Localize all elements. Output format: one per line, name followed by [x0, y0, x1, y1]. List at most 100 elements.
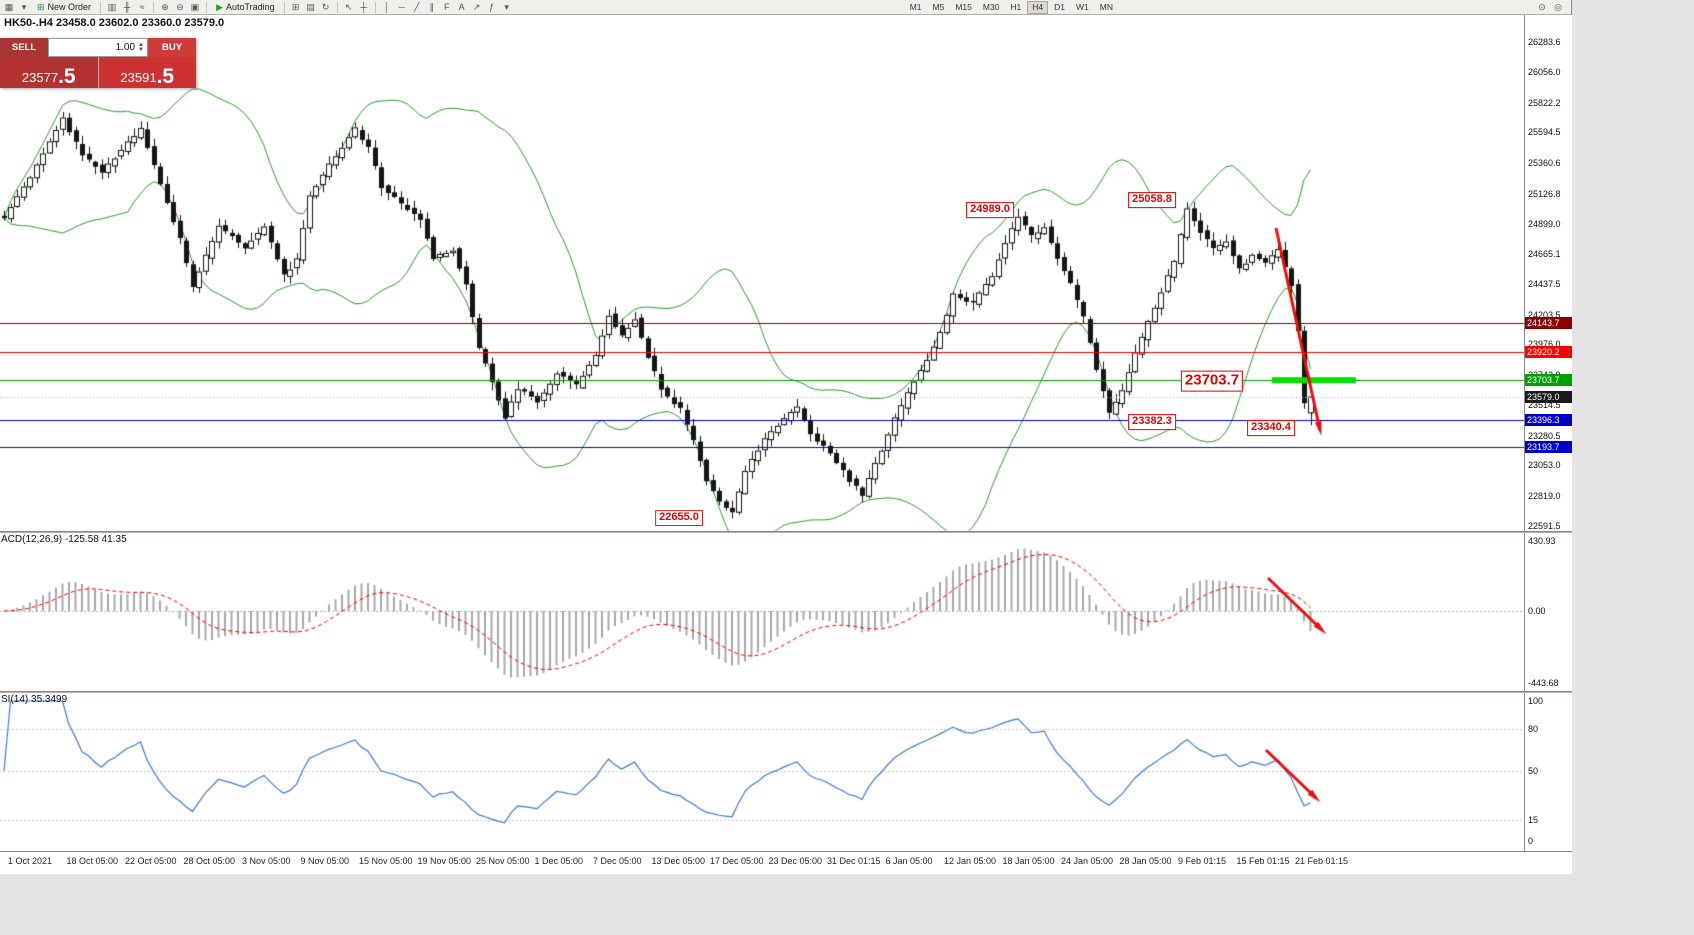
rsi-axis-label: 80: [1528, 724, 1539, 734]
price-callout[interactable]: 22655.0: [655, 510, 703, 526]
rsi-canvas[interactable]: [0, 693, 1524, 851]
buy-button[interactable]: BUY: [148, 38, 196, 57]
toolbar-separator: [374, 1, 376, 13]
rsi-axis-label: 50: [1528, 766, 1539, 776]
time-axis-label: 28 Oct 05:00: [183, 856, 236, 866]
timeframe-button-m15[interactable]: M15: [950, 1, 977, 14]
help-icon[interactable]: ◎: [1554, 1, 1562, 12]
timeframe-button-h4[interactable]: H4: [1027, 0, 1049, 14]
price-callout[interactable]: 23703.7: [1180, 370, 1244, 392]
vertical-line-icon[interactable]: │: [383, 1, 390, 12]
arrows-icon[interactable]: ↗: [472, 1, 481, 12]
macd-pane[interactable]: ACD(12,26,9) -125.58 41.35: [0, 533, 1524, 691]
sell-price-frac: .5: [58, 65, 76, 88]
sell-price[interactable]: 23577.5: [0, 57, 99, 88]
time-axis-label: 1 Oct 2021: [8, 856, 53, 866]
zoom-out-icon[interactable]: ⊖: [176, 1, 184, 12]
refresh-icon[interactable]: ↻: [321, 1, 330, 12]
price-axis-label: 26056.0: [1528, 66, 1561, 77]
price-axis-label: 23514.5: [1528, 399, 1561, 410]
macd-axis[interactable]: 430.93 0.00 -443.68: [1524, 533, 1572, 691]
time-axis-label: 18 Oct 05:00: [66, 856, 119, 866]
charts-grid-icon[interactable]: ▦: [4, 1, 14, 12]
background-area: [1573, 0, 1694, 935]
search-icon[interactable]: ⊙: [1538, 1, 1546, 12]
pane-separator[interactable]: [0, 691, 1572, 693]
zoom-in-icon[interactable]: ⊕: [161, 1, 169, 12]
toolbar-right-group: ⊙ ◎: [1535, 1, 1569, 14]
time-axis-label: 12 Jan 05:00: [944, 856, 997, 866]
horizontal-line-icon[interactable]: ─: [398, 1, 405, 12]
price-axis-label: 24437.5: [1528, 279, 1561, 289]
time-axis-label: 25 Nov 05:00: [476, 856, 530, 866]
one-click-trading-panel: SELL 1.00 ▲ ▼ BUY 23577.5 2: [0, 38, 196, 88]
channel-icon[interactable]: ∥: [429, 1, 434, 12]
volume-down-icon[interactable]: ▼: [138, 46, 144, 53]
time-axis-label: 15 Nov 05:00: [359, 856, 413, 866]
timeframe-button-w1[interactable]: W1: [1071, 1, 1094, 14]
bar-chart-icon[interactable]: ▥: [107, 1, 117, 12]
current-price-tag: 23579.0: [1525, 390, 1572, 403]
price-line-tag[interactable]: 23920.2: [1525, 345, 1572, 358]
timeframe-button-m1[interactable]: M1: [905, 1, 927, 14]
toolbar-separator: [153, 1, 155, 13]
timeframe-button-m5[interactable]: M5: [928, 1, 950, 14]
charts-dropdown-icon[interactable]: ▾: [21, 1, 27, 12]
price-callout[interactable]: 24989.0: [966, 202, 1014, 218]
buy-price[interactable]: 23591.5: [98, 57, 196, 88]
price-axis[interactable]: 26283.6 26056.0 25822.2 25594.5 25360.6 25126…: [1524, 15, 1572, 531]
volume-stepper[interactable]: 1.00 ▲ ▼: [48, 38, 148, 57]
time-axis-label: 7 Dec 05:00: [593, 856, 642, 866]
price-line-tag[interactable]: 23703.7: [1525, 374, 1572, 387]
cursor-icon[interactable]: ↖: [344, 1, 353, 12]
price-axis-label: 24203.5: [1528, 309, 1561, 320]
new-chart-icon[interactable]: ⊞: [291, 1, 300, 12]
pane-separator[interactable]: [0, 531, 1572, 533]
volume-up-icon[interactable]: ▲: [138, 41, 144, 48]
price-line-tag[interactable]: 24143.7: [1525, 316, 1572, 329]
time-axis-label: 6 Jan 05:00: [885, 856, 933, 866]
price-axis-label: 22819.0: [1528, 491, 1561, 502]
macd-canvas[interactable]: [0, 533, 1524, 691]
time-axis-label: 23 Dec 05:00: [768, 856, 823, 866]
timeframe-toolbar: M1 M5 M15 M30 H1 H4 D1 W1 MN: [905, 0, 1118, 14]
time-axis-label: 19 Nov 05:00: [417, 856, 472, 866]
price-chart-canvas[interactable]: [0, 15, 1524, 531]
crosshair-icon[interactable]: ┼: [360, 1, 367, 12]
rsi-axis[interactable]: 100 80 50 15 0: [1524, 693, 1572, 851]
autotrading-button[interactable]: ▶ AutoTrading: [211, 1, 280, 14]
volume-value[interactable]: 1.00: [115, 42, 136, 53]
time-axis[interactable]: 1 Oct 2021 18 Oct 05:00 22 Oct 05:00 28 Oct…: [0, 851, 1572, 874]
time-axis-label: 31 Dec 01:15: [827, 856, 881, 866]
candlestick-chart-icon[interactable]: ╫: [123, 1, 131, 12]
price-callout[interactable]: 23340.4: [1247, 420, 1295, 436]
tile-windows-icon[interactable]: ▣: [190, 1, 200, 12]
price-chart-pane[interactable]: HK50-.H4 23458.0 23602.0 23360.0 23579.0…: [0, 15, 1524, 531]
price-axis-label: 24665.1: [1528, 249, 1561, 260]
price-line-tag[interactable]: 23193.7: [1525, 441, 1572, 454]
timeframe-button-d1[interactable]: D1: [1049, 1, 1070, 14]
sell-button[interactable]: SELL: [0, 38, 48, 57]
text-icon[interactable]: A: [458, 1, 465, 12]
timeframe-button-h1[interactable]: H1: [1005, 1, 1026, 14]
trendline-icon[interactable]: ╱: [413, 1, 420, 12]
fibonacci-icon[interactable]: F: [443, 1, 450, 12]
chart-title: HK50-.H4 23458.0 23602.0 23360.0 23579.0: [4, 17, 225, 29]
line-chart-icon[interactable]: ≈: [139, 1, 145, 12]
price-callout[interactable]: 25058.8: [1128, 192, 1176, 208]
price-axis-label: 23976.0: [1528, 339, 1561, 350]
timeframe-button-mn[interactable]: MN: [1095, 1, 1118, 14]
timeframe-button-m30[interactable]: M30: [978, 1, 1005, 14]
indicators-dropdown-icon[interactable]: ▾: [504, 1, 509, 12]
price-line-tag[interactable]: 23396.3: [1525, 414, 1572, 427]
time-axis-label: 3 Nov 05:00: [242, 856, 291, 866]
time-axis-label: 17 Dec 05:00: [710, 856, 764, 866]
profiles-icon[interactable]: ▤: [306, 1, 315, 12]
rsi-pane[interactable]: SI(14) 35.3499: [0, 693, 1524, 851]
price-axis-label: 25360.6: [1528, 158, 1561, 169]
indicators-icon[interactable]: ƒ: [489, 1, 495, 12]
new-order-button[interactable]: ⊞ New Order: [32, 1, 96, 14]
price-axis-label: 25822.2: [1528, 97, 1561, 108]
price-callout[interactable]: 23382.3: [1128, 414, 1176, 430]
toolbar-separator: [206, 1, 208, 13]
